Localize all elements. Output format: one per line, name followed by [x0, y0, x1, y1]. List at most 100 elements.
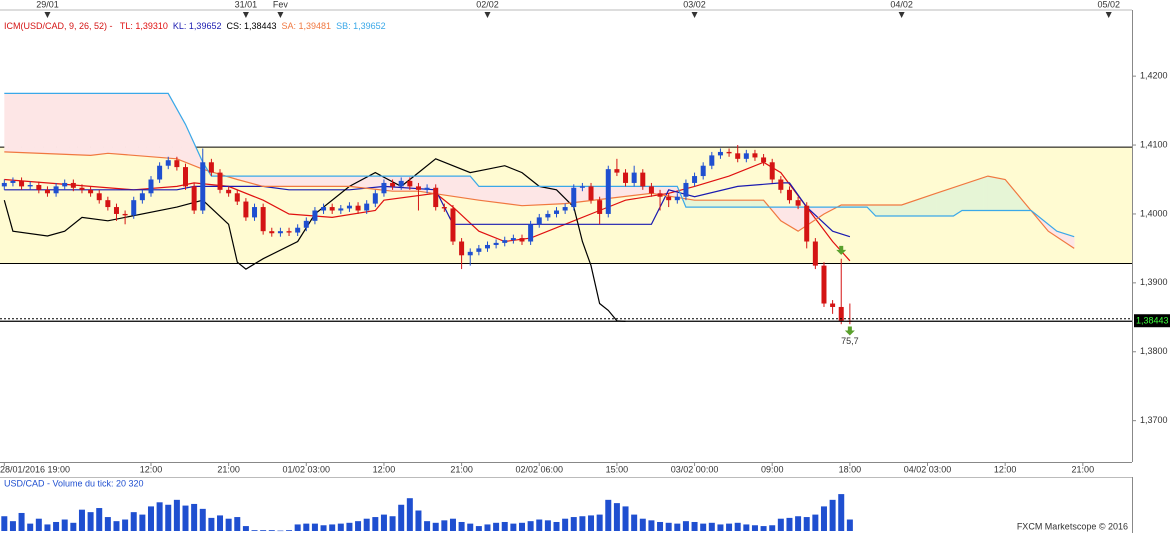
- candle-body: [545, 213, 551, 218]
- candle-body: [157, 165, 163, 180]
- cloud: [552, 186, 557, 205]
- candle-body: [1, 182, 7, 187]
- volume-bar: [173, 499, 180, 531]
- line-layer: [3, 92, 1075, 322]
- cloud: [1005, 179, 1010, 211]
- candle-body: [79, 187, 85, 190]
- cloud: [444, 176, 449, 196]
- volume-bar: [156, 502, 163, 531]
- candle-body: [588, 186, 594, 201]
- volume-bar: [165, 504, 172, 531]
- candle-body: [44, 189, 50, 194]
- cloud: [30, 93, 35, 154]
- cloud: [638, 186, 644, 195]
- cloud: [720, 200, 726, 208]
- candle-body: [519, 238, 525, 242]
- candle-body: [726, 151, 732, 154]
- cloud: [336, 176, 342, 187]
- candle-body: [252, 207, 258, 218]
- cloud: [1065, 233, 1071, 246]
- cloud: [107, 93, 113, 154]
- volume-bar: [743, 524, 750, 531]
- legend-entry: SB: 1,39652: [336, 21, 386, 31]
- candle-body: [786, 189, 792, 201]
- cloud: [789, 207, 795, 229]
- volume-bar: [648, 520, 655, 531]
- cloud: [517, 186, 523, 206]
- volume-bar: [467, 523, 474, 531]
- cloud: [772, 207, 777, 216]
- volume-bar: [44, 524, 51, 531]
- candle-body: [390, 182, 396, 187]
- volume-bar: [536, 519, 543, 531]
- candle-body: [433, 187, 439, 208]
- cloud: [625, 186, 631, 197]
- volume-bar: [812, 514, 819, 531]
- cloud: [936, 191, 941, 217]
- cloud: [448, 176, 454, 197]
- cloud: [254, 176, 260, 186]
- cloud: [86, 93, 91, 156]
- x-tick-label: 28/01/2016 19:00: [0, 464, 70, 474]
- volume-bar: [501, 521, 508, 531]
- cloud: [966, 181, 971, 211]
- volume-bar: [113, 521, 120, 531]
- candle-body: [312, 210, 318, 221]
- volume-bar: [242, 526, 249, 531]
- candle-body: [743, 153, 749, 159]
- volume-bar: [708, 522, 715, 531]
- candle-body: [139, 193, 145, 201]
- cloud: [116, 93, 122, 155]
- volume-bar: [631, 514, 638, 531]
- cloud: [716, 200, 721, 208]
- cloud: [785, 207, 790, 227]
- candle-body: [812, 241, 818, 266]
- cloud: [582, 186, 588, 202]
- volume-bar: [9, 521, 16, 531]
- y-tick-label: 1,3800: [1140, 346, 1168, 356]
- cloud: [629, 186, 635, 196]
- candle-body: [441, 207, 447, 209]
- cloud: [159, 93, 165, 158]
- candle-body: [631, 172, 637, 183]
- cloud: [1039, 217, 1045, 227]
- cloud: [263, 176, 268, 187]
- cloud: [634, 186, 639, 196]
- candle-body: [355, 205, 361, 211]
- volume-bar: [1, 516, 8, 531]
- candle-body: [338, 208, 344, 211]
- legend-entry: KL: 1,39652: [172, 21, 222, 31]
- x-tick-label: 21:00: [1072, 464, 1095, 474]
- indicator-line: [4, 182, 851, 238]
- cloud: [685, 198, 691, 208]
- cloud: [931, 193, 937, 217]
- candle-body: [398, 180, 404, 187]
- cloud: [776, 207, 782, 221]
- candle-body: [346, 205, 352, 209]
- cloud: [146, 93, 152, 157]
- volume-bar: [329, 524, 336, 531]
- cloud: [983, 176, 989, 211]
- cloud: [793, 207, 799, 232]
- cloud: [94, 93, 100, 155]
- candle-body: [243, 201, 249, 218]
- cloud: [271, 176, 277, 187]
- candle-body: [795, 200, 801, 206]
- candle-body: [148, 179, 154, 194]
- volume-bar: [234, 517, 241, 531]
- y-tick-label: 1,4100: [1140, 139, 1168, 149]
- cloud: [754, 200, 760, 208]
- volume-bar: [268, 530, 275, 531]
- cloud: [142, 93, 147, 157]
- cloud: [314, 176, 320, 187]
- x-tick-label: 15:00: [606, 464, 629, 474]
- cloud: [358, 176, 363, 188]
- volume-bar: [380, 514, 387, 531]
- volume-bar: [337, 523, 344, 531]
- candle-body: [692, 176, 698, 183]
- volume-bar: [639, 518, 646, 531]
- cloud: [962, 183, 967, 211]
